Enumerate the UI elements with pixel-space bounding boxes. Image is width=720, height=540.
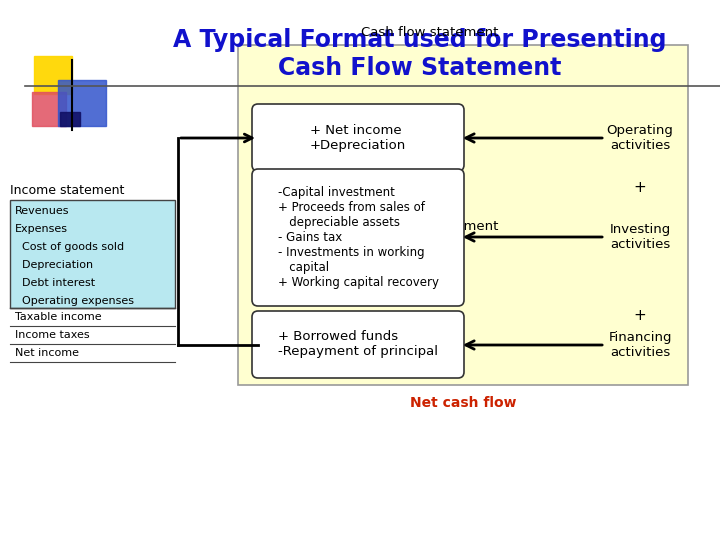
- Text: Depreciation: Depreciation: [15, 260, 93, 270]
- Text: +: +: [634, 307, 647, 322]
- Text: Debt interest: Debt interest: [15, 278, 95, 288]
- Bar: [32, 92, 66, 126]
- Bar: [238, 45, 688, 385]
- Text: + Net income
+Depreciation: + Net income +Depreciation: [310, 124, 406, 152]
- Bar: [60, 112, 80, 126]
- FancyBboxPatch shape: [252, 169, 464, 306]
- Text: A Typical Format used for Presenting: A Typical Format used for Presenting: [174, 28, 667, 52]
- Text: Income taxes: Income taxes: [15, 330, 89, 340]
- FancyBboxPatch shape: [252, 104, 464, 171]
- Text: Revenues: Revenues: [15, 206, 70, 216]
- Text: Operating
activities: Operating activities: [606, 124, 673, 152]
- Text: Cash Flow Statement: Cash Flow Statement: [279, 56, 562, 80]
- Text: Cost of goods sold: Cost of goods sold: [15, 242, 124, 252]
- Bar: [58, 80, 106, 126]
- Bar: [10, 200, 175, 308]
- Text: Operating expenses: Operating expenses: [15, 296, 134, 306]
- Text: Expenses: Expenses: [15, 224, 68, 234]
- Bar: [34, 56, 72, 94]
- Text: Net income: Net income: [15, 348, 79, 358]
- Text: + Borrowed funds
-Repayment of principal: + Borrowed funds -Repayment of principal: [278, 330, 438, 359]
- Text: Financing
activities: Financing activities: [608, 331, 672, 359]
- FancyBboxPatch shape: [252, 311, 464, 378]
- Text: +: +: [634, 180, 647, 195]
- Text: Net cash flow: Net cash flow: [410, 396, 516, 410]
- Text: -Capital investment
+ Proceeds from sales of
   depreciable assets
- Gains tax
-: -Capital investment + Proceeds from sale…: [277, 186, 438, 289]
- Text: Cash flow statement: Cash flow statement: [361, 220, 499, 233]
- Text: Cash flow statement: Cash flow statement: [361, 26, 499, 39]
- Text: Taxable income: Taxable income: [15, 312, 102, 322]
- Text: Investing
activities: Investing activities: [609, 223, 670, 251]
- Text: Income statement: Income statement: [10, 184, 125, 197]
